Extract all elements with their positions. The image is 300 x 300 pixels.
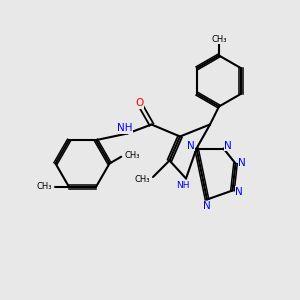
Text: N: N [224,140,232,151]
Text: CH₃: CH₃ [124,151,140,160]
Text: NH: NH [176,182,189,190]
Text: N: N [235,187,243,197]
Text: N: N [203,201,211,211]
Text: N: N [238,158,246,169]
Text: CH₃: CH₃ [211,34,227,43]
Text: CH₃: CH₃ [37,182,52,191]
Text: O: O [135,98,144,109]
Text: NH: NH [117,123,132,133]
Text: CH₃: CH₃ [134,176,150,184]
Text: N: N [187,140,195,151]
